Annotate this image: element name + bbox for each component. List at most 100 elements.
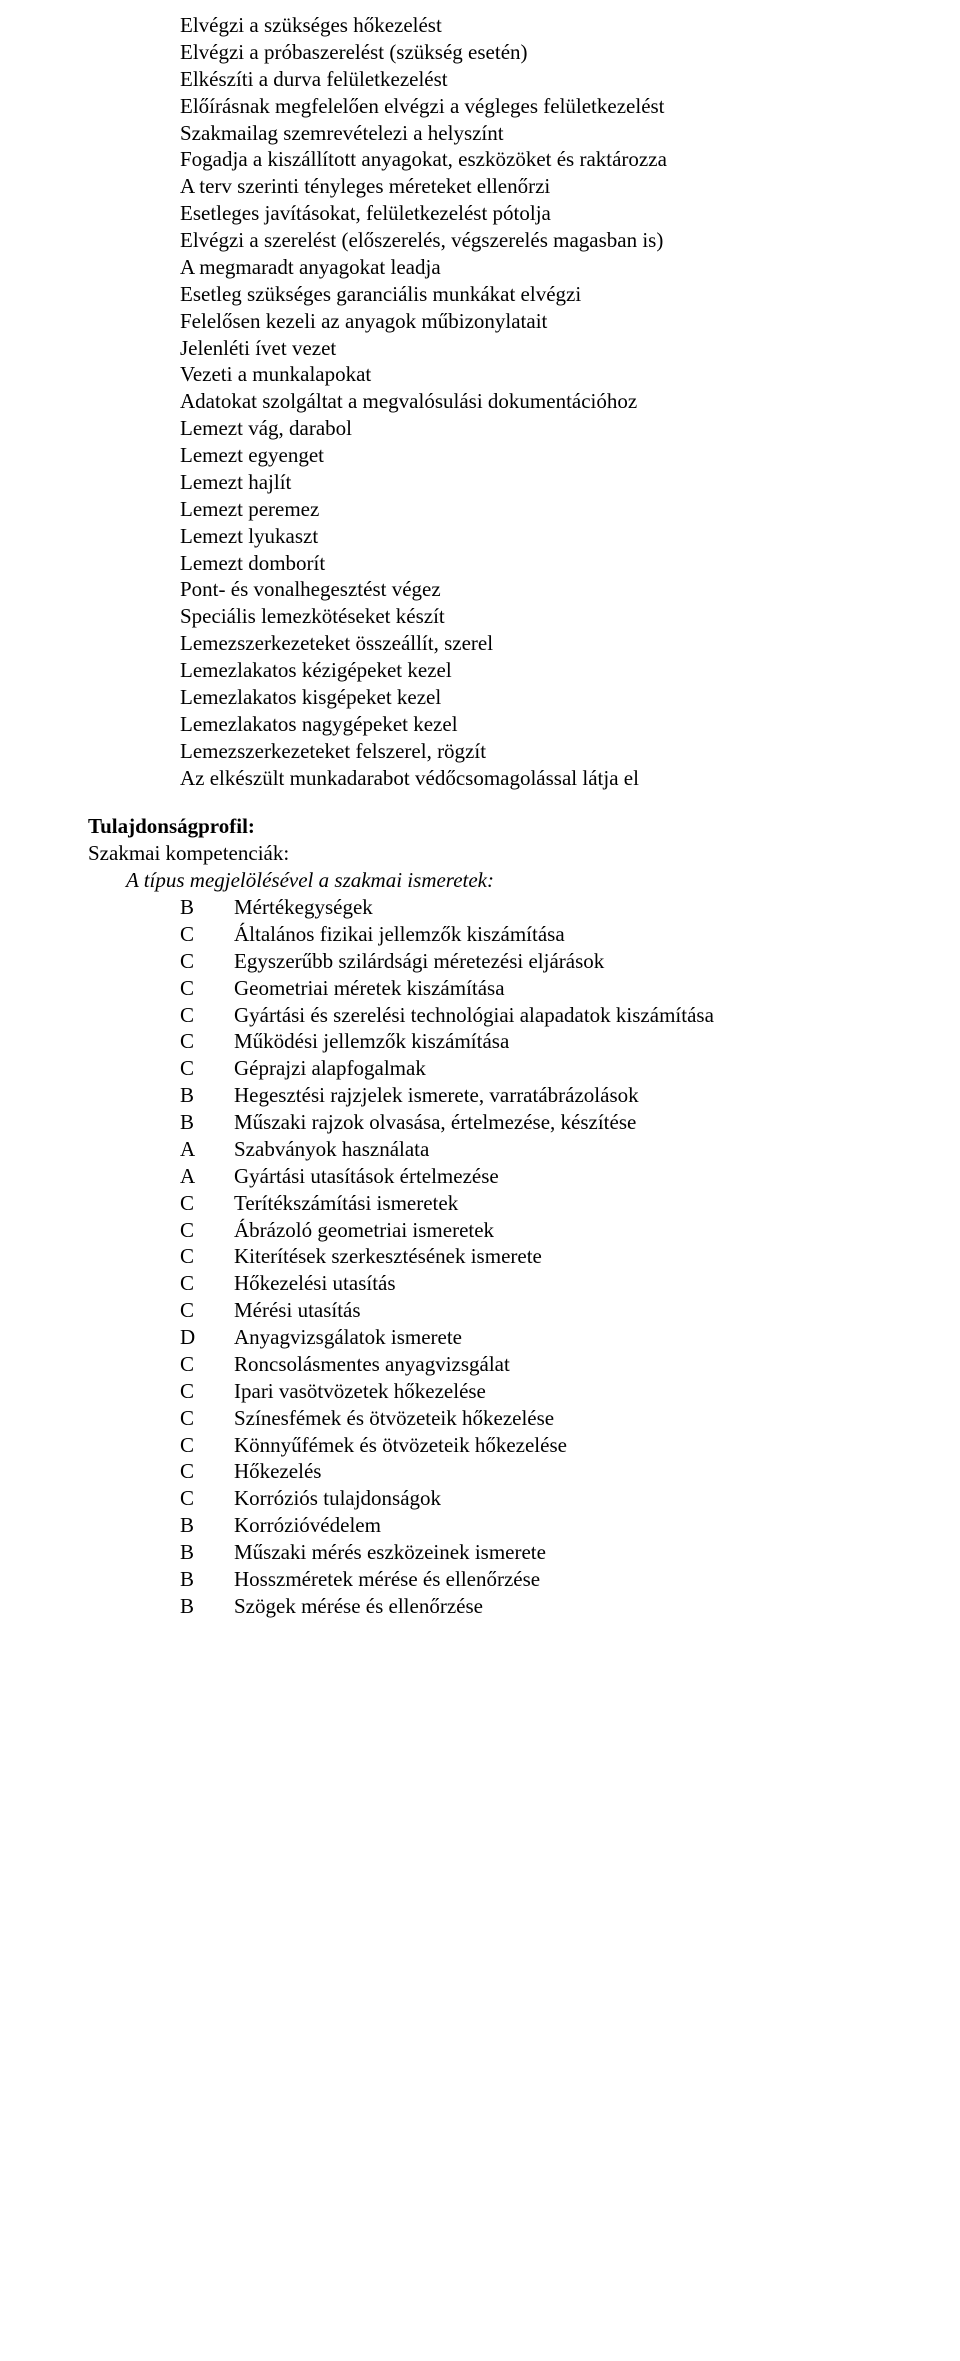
competency-row: CGeometriai méretek kiszámítása xyxy=(180,975,920,1002)
competency-code: B xyxy=(180,894,234,921)
competency-text: Hegesztési rajzjelek ismerete, varratábr… xyxy=(234,1082,920,1109)
competency-code: C xyxy=(180,1243,234,1270)
competency-row: CMérési utasítás xyxy=(180,1297,920,1324)
competency-text: Általános fizikai jellemzők kiszámítása xyxy=(234,921,920,948)
competency-code: C xyxy=(180,1055,234,1082)
task-list: Elvégzi a szükséges hőkezeléstElvégzi a … xyxy=(180,12,920,791)
competency-text: Mértékegységek xyxy=(234,894,920,921)
competency-code: B xyxy=(180,1566,234,1593)
competency-row: CÁltalános fizikai jellemzők kiszámítása xyxy=(180,921,920,948)
competency-text: Működési jellemzők kiszámítása xyxy=(234,1028,920,1055)
competency-row: CKorróziós tulajdonságok xyxy=(180,1485,920,1512)
competency-text: Mérési utasítás xyxy=(234,1297,920,1324)
task-line: Előírásnak megfelelően elvégzi a véglege… xyxy=(180,93,920,120)
competency-code: C xyxy=(180,1190,234,1217)
competency-text: Egyszerűbb szilárdsági méretezési eljárá… xyxy=(234,948,920,975)
competency-text: Anyagvizsgálatok ismerete xyxy=(234,1324,920,1351)
task-line: Pont- és vonalhegesztést végez xyxy=(180,576,920,603)
competencies-heading: Szakmai kompetenciák: xyxy=(88,840,960,867)
task-line: Felelősen kezeli az anyagok műbizonylata… xyxy=(180,308,920,335)
task-line: Lemezt vág, darabol xyxy=(180,415,920,442)
competency-row: CHőkezelés xyxy=(180,1458,920,1485)
task-line: Adatokat szolgáltat a megvalósulási doku… xyxy=(180,388,920,415)
task-line: Lemezt peremez xyxy=(180,496,920,523)
task-line: Elvégzi a próbaszerelést (szükség esetén… xyxy=(180,39,920,66)
profile-heading: Tulajdonságprofil: xyxy=(88,813,960,840)
competency-code: C xyxy=(180,1217,234,1244)
task-line: Elvégzi a szükséges hőkezelést xyxy=(180,12,920,39)
task-line: Esetleg szükséges garanciális munkákat e… xyxy=(180,281,920,308)
competency-row: BSzögek mérése és ellenőrzése xyxy=(180,1593,920,1620)
competency-code: C xyxy=(180,1432,234,1459)
competency-text: Színesfémek és ötvözeteik hőkezelése xyxy=(234,1405,920,1432)
task-line: Fogadja a kiszállított anyagokat, eszköz… xyxy=(180,146,920,173)
competency-text: Ábrázoló geometriai ismeretek xyxy=(234,1217,920,1244)
competency-code: B xyxy=(180,1512,234,1539)
task-line: Lemezszerkezeteket felszerel, rögzít xyxy=(180,738,920,765)
task-line: Lemezlakatos kézigépeket kezel xyxy=(180,657,920,684)
competency-text: Hosszméretek mérése és ellenőrzése xyxy=(234,1566,920,1593)
competency-row: BKorrózióvédelem xyxy=(180,1512,920,1539)
task-line: Esetleges javításokat, felületkezelést p… xyxy=(180,200,920,227)
task-line: Lemezlakatos kisgépeket kezel xyxy=(180,684,920,711)
competency-code: B xyxy=(180,1539,234,1566)
task-line: Lemezt hajlít xyxy=(180,469,920,496)
competency-text: Geometriai méretek kiszámítása xyxy=(234,975,920,1002)
competency-row: CEgyszerűbb szilárdsági méretezési eljár… xyxy=(180,948,920,975)
competency-row: CTerítékszámítási ismeretek xyxy=(180,1190,920,1217)
competency-code: B xyxy=(180,1082,234,1109)
competency-code: C xyxy=(180,1002,234,1029)
italic-subheading: A típus megjelölésével a szakmai ismeret… xyxy=(126,867,960,894)
competency-text: Hőkezelés xyxy=(234,1458,920,1485)
competency-code: D xyxy=(180,1324,234,1351)
competency-row: BMűszaki rajzok olvasása, értelmezése, k… xyxy=(180,1109,920,1136)
task-line: Lemezlakatos nagygépeket kezel xyxy=(180,711,920,738)
competency-code: C xyxy=(180,1270,234,1297)
competency-code: C xyxy=(180,1351,234,1378)
competency-text: Roncsolásmentes anyagvizsgálat xyxy=(234,1351,920,1378)
competency-text: Műszaki rajzok olvasása, értelmezése, ké… xyxy=(234,1109,920,1136)
competency-text: Könnyűfémek és ötvözeteik hőkezelése xyxy=(234,1432,920,1459)
competency-code: C xyxy=(180,1458,234,1485)
competency-text: Hőkezelési utasítás xyxy=(234,1270,920,1297)
competency-code: A xyxy=(180,1136,234,1163)
competency-code: C xyxy=(180,1405,234,1432)
competency-row: CIpari vasötvözetek hőkezelése xyxy=(180,1378,920,1405)
task-line: Elkészíti a durva felületkezelést xyxy=(180,66,920,93)
competency-code: C xyxy=(180,1028,234,1055)
competency-row: CÁbrázoló geometriai ismeretek xyxy=(180,1217,920,1244)
competency-text: Korróziós tulajdonságok xyxy=(234,1485,920,1512)
task-line: Speciális lemezkötéseket készít xyxy=(180,603,920,630)
competency-code: C xyxy=(180,1485,234,1512)
competency-row: CSzínesfémek és ötvözeteik hőkezelése xyxy=(180,1405,920,1432)
task-line: Lemezt lyukaszt xyxy=(180,523,920,550)
task-line: Lemezt domborít xyxy=(180,550,920,577)
competency-code: C xyxy=(180,1378,234,1405)
competency-text: Szabványok használata xyxy=(234,1136,920,1163)
competency-row: BMértékegységek xyxy=(180,894,920,921)
competencies-list: BMértékegységekCÁltalános fizikai jellem… xyxy=(180,894,920,1620)
competency-code: A xyxy=(180,1163,234,1190)
competency-text: Ipari vasötvözetek hőkezelése xyxy=(234,1378,920,1405)
competency-text: Terítékszámítási ismeretek xyxy=(234,1190,920,1217)
competency-row: BHosszméretek mérése és ellenőrzése xyxy=(180,1566,920,1593)
competency-code: C xyxy=(180,948,234,975)
competency-text: Szögek mérése és ellenőrzése xyxy=(234,1593,920,1620)
competency-text: Kiterítések szerkesztésének ismerete xyxy=(234,1243,920,1270)
competency-text: Gyártási és szerelési technológiai alapa… xyxy=(234,1002,920,1029)
competency-row: CKönnyűfémek és ötvözeteik hőkezelése xyxy=(180,1432,920,1459)
task-line: Az elkészült munkadarabot védőcsomagolás… xyxy=(180,765,920,792)
competency-row: CMűködési jellemzők kiszámítása xyxy=(180,1028,920,1055)
competency-code: B xyxy=(180,1593,234,1620)
profile-heading-block: Tulajdonságprofil: Szakmai kompetenciák: xyxy=(88,813,960,867)
competency-row: CHőkezelési utasítás xyxy=(180,1270,920,1297)
competency-row: AGyártási utasítások értelmezése xyxy=(180,1163,920,1190)
competency-row: CGéprajzi alapfogalmak xyxy=(180,1055,920,1082)
competency-row: ASzabványok használata xyxy=(180,1136,920,1163)
competency-text: Műszaki mérés eszközeinek ismerete xyxy=(234,1539,920,1566)
competency-row: BMűszaki mérés eszközeinek ismerete xyxy=(180,1539,920,1566)
task-line: A megmaradt anyagokat leadja xyxy=(180,254,920,281)
competency-row: CGyártási és szerelési technológiai alap… xyxy=(180,1002,920,1029)
competency-code: B xyxy=(180,1109,234,1136)
task-line: Szakmailag szemrevételezi a helyszínt xyxy=(180,120,920,147)
